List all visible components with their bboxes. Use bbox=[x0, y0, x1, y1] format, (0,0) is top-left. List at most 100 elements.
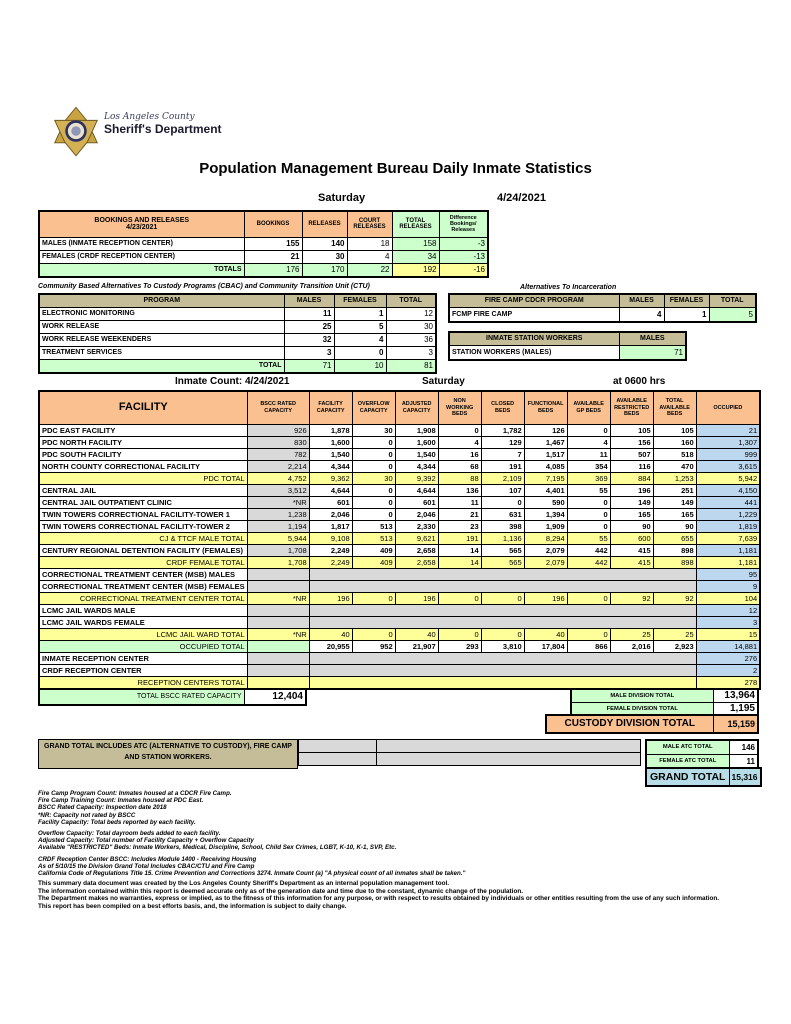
cell-value: 4 bbox=[618, 306, 665, 322]
cell-value: 22 bbox=[346, 262, 393, 277]
report-day: Saturday bbox=[318, 192, 366, 204]
cell-value: 4,150 bbox=[695, 483, 761, 497]
cell-value: 21 bbox=[437, 507, 482, 521]
facility-row: CORRECTIONAL TREATMENT CENTER (MSB) MALE… bbox=[38, 567, 761, 581]
fire-camp-table: FIRE CAMP CDCR PROGRAM MALES FEMALES TOT… bbox=[448, 293, 757, 323]
cell-value: 415 bbox=[609, 555, 654, 569]
station-workers-table: INMATE STATION WORKERS MALES STATION WOR… bbox=[448, 331, 687, 361]
inmate-count-time: at 0600 hrs bbox=[613, 376, 666, 387]
cell-value: 20,955 bbox=[308, 639, 353, 653]
cell-value: 9 bbox=[695, 579, 761, 593]
cell-value: 1,540 bbox=[308, 447, 353, 461]
cell-value: 926 bbox=[246, 423, 310, 437]
cbac-row: WORK RELEASE WEEKENDERS 32 4 36 bbox=[38, 332, 437, 347]
cell-value: 158 bbox=[391, 236, 440, 251]
cell-value: 4,401 bbox=[523, 483, 568, 497]
cell-value: 0 bbox=[351, 591, 396, 605]
cell-value: 1,181 bbox=[695, 555, 761, 569]
inmate-count-day: Saturday bbox=[422, 376, 465, 387]
cell-value: 0 bbox=[351, 459, 396, 473]
cell-value: 2,330 bbox=[394, 519, 439, 533]
cell-value: 5 bbox=[333, 319, 387, 334]
cell-value bbox=[246, 603, 310, 617]
facility-row: CENTRAL JAIL OUTPATIENT CLINIC *NR 601 0 601… bbox=[38, 495, 761, 509]
cell-value: 21,907 bbox=[394, 639, 439, 653]
cell-value: 129 bbox=[480, 435, 525, 449]
facility-row: PDC TOTAL 4,752 9,362 30 9,392 88 2,109 7,195 36… bbox=[38, 471, 761, 485]
col-females: FEMALES bbox=[333, 293, 387, 308]
facility-row: CORRECTIONAL TREATMENT CENTER TOTAL *NR 19… bbox=[38, 591, 761, 605]
disclaimer-line: The Department makes no warranties, expr… bbox=[38, 895, 720, 903]
cell-value: 5 bbox=[708, 306, 757, 322]
cell-value: 23 bbox=[437, 519, 482, 533]
cell-value: 21 bbox=[695, 423, 761, 437]
cell-value: 3 bbox=[385, 345, 437, 360]
cell-value: 55 bbox=[566, 483, 611, 497]
cell-value: 3 bbox=[695, 615, 761, 629]
bookings-row: FEMALES (CRDF RECEPTION CENTER) 21 30 4 34 -1… bbox=[38, 249, 489, 264]
male-atc-total-row: MALE ATC TOTAL 146 bbox=[645, 739, 759, 755]
cell-value: 68 bbox=[437, 459, 482, 473]
cell-value: 40 bbox=[523, 627, 568, 641]
cell-value: 0 bbox=[351, 507, 396, 521]
cell-value: 146 bbox=[728, 739, 759, 755]
bookings-header-row: BOOKINGS AND RELEASES 4/23/2021 BOOKINGS… bbox=[38, 210, 489, 238]
cell-value: 9,621 bbox=[394, 531, 439, 545]
agency-name: Los Angeles County Sheriff's Department bbox=[104, 112, 222, 136]
cell-value: 601 bbox=[394, 495, 439, 509]
col-facility-capacity: FACILITY CAPACITY bbox=[308, 390, 353, 425]
cell-value: 71 bbox=[618, 344, 687, 360]
cell-value: 191 bbox=[437, 531, 482, 545]
cell-value: 442 bbox=[566, 555, 611, 569]
cell-value: 0 bbox=[333, 345, 387, 360]
disclaimer-line: The information contained within this re… bbox=[38, 887, 524, 895]
alternatives-title: Alternatives To Incarceration bbox=[520, 284, 617, 291]
facility-row: TWIN TOWERS CORRECTIONAL FACILITY-TOWER … bbox=[38, 507, 761, 521]
cell-value: 40 bbox=[394, 627, 439, 641]
col-females: FEMALES bbox=[663, 293, 710, 308]
grand-total-note: GRAND TOTAL INCLUDES ATC (ALTERNATIVE TO… bbox=[38, 739, 298, 769]
cell-value: 25 bbox=[652, 627, 697, 641]
cell-value: 71 bbox=[283, 358, 335, 373]
facility-row: NORTH COUNTY CORRECTIONAL FACILITY 2,214 4… bbox=[38, 459, 761, 473]
custody-division-total: CUSTODY DIVISION TOTAL 15,159 bbox=[545, 714, 759, 734]
cell-value: 12 bbox=[695, 603, 761, 617]
cell-value: 18 bbox=[346, 236, 393, 251]
facility-name: CORRECTIONAL TREATMENT CENTER TOTAL bbox=[38, 591, 248, 605]
facility-table: FACILITY BSCC RATED CAPACITY FACILITY CA… bbox=[38, 390, 762, 690]
cell-value: 0 bbox=[480, 591, 525, 605]
row-label: TOTAL bbox=[38, 358, 285, 373]
row-label: STATION WORKERS (MALES) bbox=[448, 344, 620, 360]
facility-name: CRDF FEMALE TOTAL bbox=[38, 555, 248, 569]
footnote-line: Fire Camp Training Count: Inmates housed… bbox=[38, 797, 204, 805]
cell-value: 32 bbox=[283, 332, 335, 347]
cell-value: 11 bbox=[566, 447, 611, 461]
cell-value: 4 bbox=[333, 332, 387, 347]
facility-row: LCMC JAIL WARDS FEMALE 3 bbox=[38, 615, 761, 629]
cbac-row: TREATMENT SERVICES 3 0 3 bbox=[38, 345, 437, 360]
cell-value: 30 bbox=[351, 423, 396, 437]
cell-value: 105 bbox=[652, 423, 697, 437]
cell-value: 369 bbox=[566, 471, 611, 485]
cell-value: 866 bbox=[566, 639, 611, 653]
page-title: Population Management Bureau Daily Inmat… bbox=[199, 160, 592, 177]
cell-value: 36 bbox=[385, 332, 437, 347]
row-label: WORK RELEASE WEEKENDERS bbox=[38, 332, 285, 347]
cell-value: 155 bbox=[243, 236, 303, 251]
facility-row: INMATE RECEPTION CENTER 276 bbox=[38, 651, 761, 665]
facility-name: OCCUPIED TOTAL bbox=[38, 639, 248, 653]
cell-value: *NR bbox=[246, 591, 310, 605]
cell-value: 81 bbox=[385, 358, 437, 373]
facility-row: CJ & TTCF MALE TOTAL 5,944 9,108 513 9,621 19… bbox=[38, 531, 761, 545]
row-label: FEMALES (CRDF RECEPTION CENTER) bbox=[38, 249, 245, 264]
col-bscc-rated-capacity: BSCC RATED CAPACITY bbox=[246, 390, 310, 425]
cell-value: 90 bbox=[609, 519, 654, 533]
cell-value: 1,136 bbox=[480, 531, 525, 545]
atc-totals: MALE ATC TOTAL 146 FEMALE ATC TOTAL 11 bbox=[645, 739, 759, 770]
cell-value: 0 bbox=[351, 435, 396, 449]
empty-cell bbox=[376, 752, 641, 766]
footnote-line: Facility Capacity: Total beds reported b… bbox=[38, 818, 196, 826]
cell-value: 600 bbox=[609, 531, 654, 545]
facility-row: PDC SOUTH FACILITY 782 1,540 0 1,540 16 7 1,517… bbox=[38, 447, 761, 461]
